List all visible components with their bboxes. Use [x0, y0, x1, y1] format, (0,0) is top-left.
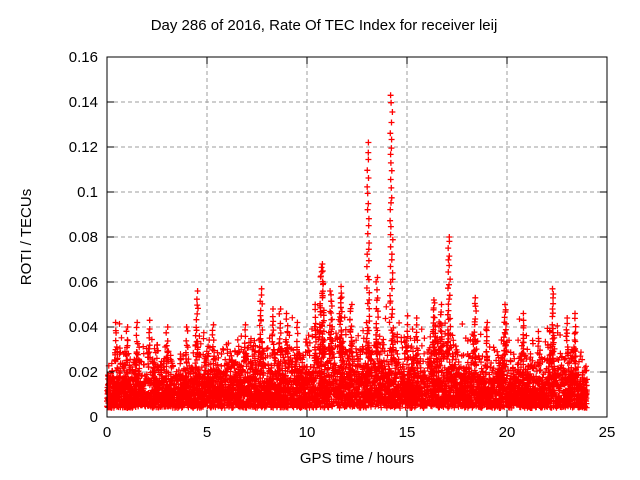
y-tick-label: 0.1	[77, 184, 98, 201]
scatter-points	[104, 92, 590, 411]
scatter-spikes	[111, 92, 579, 369]
y-tick-label: 0.16	[69, 49, 98, 66]
y-tick-label: 0.08	[69, 229, 98, 246]
y-tick-label: 0.04	[69, 319, 98, 336]
y-tick-label: 0.14	[69, 94, 98, 111]
x-axis-label: GPS time / hours	[300, 450, 414, 467]
x-tick-label: 25	[599, 424, 616, 441]
x-tick-label: 5	[203, 424, 211, 441]
y-axis-label: ROTI / TECUs	[18, 189, 35, 285]
y-tick-label: 0.12	[69, 139, 98, 156]
x-tick-label: 0	[103, 424, 111, 441]
x-tick-label: 20	[499, 424, 516, 441]
y-tick-label: 0	[90, 409, 98, 426]
chart-title: Day 286 of 2016, Rate Of TEC Index for r…	[151, 17, 498, 34]
tick-labels: 0 5 10 15 20 25 0 0.02 0.04 0.06 0.08 0.1 0.12 0.14 0.…	[69, 49, 616, 441]
y-tick-label: 0.02	[69, 364, 98, 381]
x-tick-label: 15	[399, 424, 416, 441]
axes	[106, 56, 608, 418]
x-tick-label: 10	[299, 424, 316, 441]
y-tick-label: 0.06	[69, 274, 98, 291]
